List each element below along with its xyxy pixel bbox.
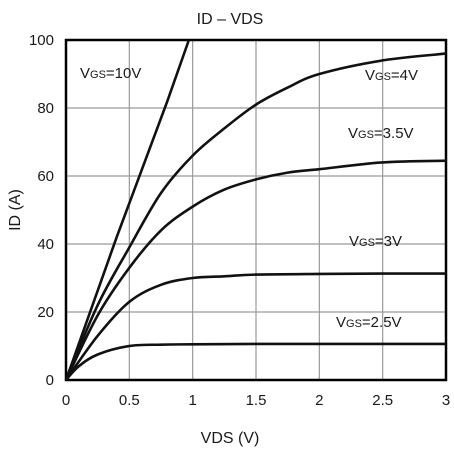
x-tick-label: 0.5 (119, 392, 140, 409)
series-label: VGS=3V (349, 233, 402, 250)
y-tick-label: 20 (37, 304, 54, 321)
x-tick-label: 1.5 (246, 392, 267, 409)
y-tick-label: 100 (29, 32, 54, 49)
grid (66, 40, 446, 380)
x-tick-labels: 0 0.5 1 1.5 2 2.5 3 (62, 392, 450, 409)
chart-title: ID – VDS (197, 11, 264, 28)
series-label: VGS=10V (80, 65, 141, 82)
series-line-vgs-2-5v (65, 342, 446, 381)
y-tick-label: 60 (37, 168, 54, 185)
series-line-vgs-3-5v (64, 159, 447, 381)
x-tick-label: 2.5 (372, 392, 393, 409)
series-labels: VGS=10V VGS=4V VGS=3.5V VGS=3V VGS=2.5V (80, 65, 418, 331)
series-label: VGS=4V (365, 67, 418, 84)
x-axis-label: VDS (V) (201, 430, 260, 447)
y-tick-labels: 0 20 40 60 80 100 (29, 32, 54, 389)
x-tick-label: 3 (442, 392, 450, 409)
x-tick-label: 1 (188, 392, 196, 409)
curves (64, 39, 447, 381)
plot-frame (64, 38, 448, 382)
series-label: VGS=3.5V (348, 125, 414, 142)
series-line-vgs-10v (64, 39, 191, 381)
y-axis-label: ID (A) (7, 189, 24, 231)
y-tick-label: 80 (37, 100, 54, 117)
series-label: VGS=2.5V (336, 314, 402, 331)
x-tick-label: 0 (62, 392, 70, 409)
x-tick-label: 2 (315, 392, 323, 409)
series-line-vgs-4v (64, 52, 447, 381)
y-tick-label: 40 (37, 236, 54, 253)
y-tick-label: 0 (46, 372, 54, 389)
series-line-vgs-3v (64, 272, 447, 381)
